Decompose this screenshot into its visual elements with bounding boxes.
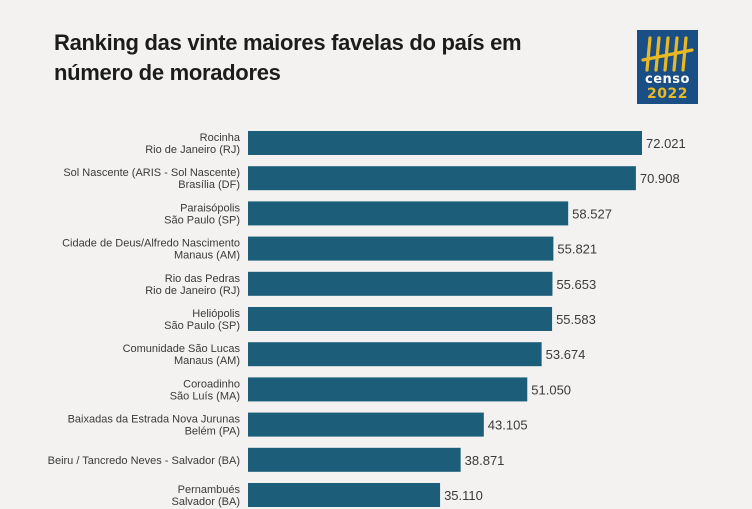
value-label: 43.105: [488, 418, 528, 433]
category-label: Rocinha: [200, 132, 241, 144]
value-label: 58.527: [572, 206, 612, 221]
bar: [248, 166, 636, 191]
category-label: Salvador (BA): [172, 496, 240, 508]
category-label: São Luís (MA): [170, 390, 240, 402]
bar: [248, 131, 642, 155]
bar: [248, 342, 542, 367]
value-label: 55.583: [556, 312, 596, 327]
category-label: Cidade de Deus/Alfredo Nascimento: [62, 238, 240, 250]
chart-title: Ranking das vinte maiores favelas do paí…: [54, 30, 522, 85]
bar: [248, 271, 553, 296]
category-label: Comunidade São Lucas: [123, 343, 241, 355]
value-label: 38.871: [465, 453, 505, 468]
value-label: 72.021: [646, 136, 686, 151]
category-label: São Paulo (SP): [164, 320, 240, 332]
category-label: Pernambués: [178, 484, 241, 496]
value-label: 35.110: [444, 488, 483, 503]
category-label: Manaus (AM): [174, 355, 240, 367]
category-label: Rio de Janeiro (RJ): [145, 285, 240, 297]
category-label: Rio de Janeiro (RJ): [145, 144, 240, 156]
value-label: 55.821: [557, 242, 597, 257]
category-label: Coroadinho: [183, 378, 240, 390]
bar: [248, 377, 528, 402]
category-label: Beiru / Tancredo Neves - Salvador (BA): [48, 455, 240, 467]
category-label: Paraisópolis: [180, 202, 240, 214]
category-label: Heliópolis: [192, 308, 240, 320]
censo-logo-graphic: [641, 36, 694, 72]
tally-marks-icon: [641, 36, 694, 72]
bar: [248, 447, 461, 472]
value-label: 70.908: [640, 171, 680, 186]
logo-word: censo: [645, 72, 690, 87]
category-label: São Paulo (SP): [164, 214, 240, 226]
bar: [248, 236, 554, 261]
bar: [248, 412, 484, 437]
censo-2022-logo: censo 2022: [637, 30, 698, 104]
category-label: Rio das Pedras: [165, 273, 241, 285]
logo-year: 2022: [647, 86, 688, 102]
bar: [248, 483, 441, 507]
value-label: 55.653: [556, 277, 596, 292]
category-label: Belém (PA): [185, 426, 240, 438]
category-label: Brasília (DF): [178, 179, 240, 191]
value-label: 51.050: [531, 382, 571, 397]
bar: [248, 201, 569, 226]
category-label: Sol Nascente (ARIS - Sol Nascente): [63, 167, 240, 179]
bar: [248, 307, 553, 331]
value-label: 53.674: [546, 347, 586, 362]
category-label: Manaus (AM): [174, 250, 240, 262]
category-label: Baixadas da Estrada Nova Jurunas: [68, 414, 241, 426]
